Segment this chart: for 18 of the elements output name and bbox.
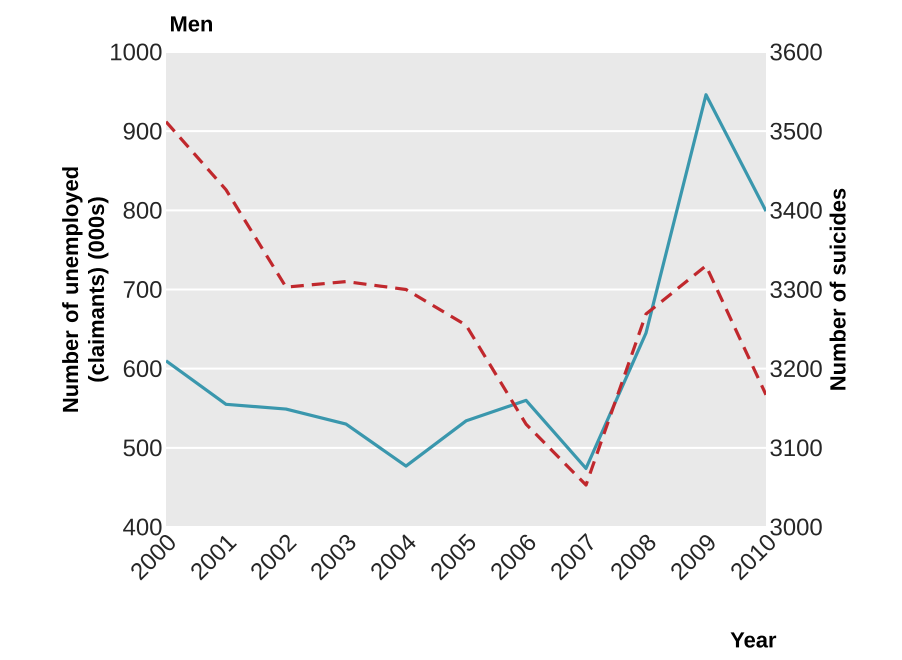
y-tick-label: 600	[124, 360, 162, 378]
y2-tick-label: 3500	[770, 122, 822, 140]
chart-title: Men	[170, 16, 212, 32]
y-axis-title: Number of unemployed (claimants) (000s)	[62, 167, 108, 412]
y-tick-label: 1000	[111, 44, 162, 60]
y-tick-label: 400	[123, 518, 162, 536]
y-tick-label: 500	[124, 439, 162, 456]
y2-tick-label: 3200	[770, 360, 822, 378]
y2-tick-label: 3000	[770, 518, 822, 536]
y2-tick-label: 3100	[770, 439, 822, 456]
x-axis-title: Year	[730, 632, 776, 648]
y-tick-label: 900	[124, 122, 162, 140]
y2-axis-title: Number of suicides	[830, 188, 846, 390]
y2-tick-label: 3300	[770, 281, 822, 298]
y-tick-label: 800	[124, 202, 162, 219]
y2-tick-label: 3400	[770, 202, 822, 219]
y-tick-label: 700	[124, 281, 162, 298]
y2-tick-label: 3600	[770, 44, 822, 60]
